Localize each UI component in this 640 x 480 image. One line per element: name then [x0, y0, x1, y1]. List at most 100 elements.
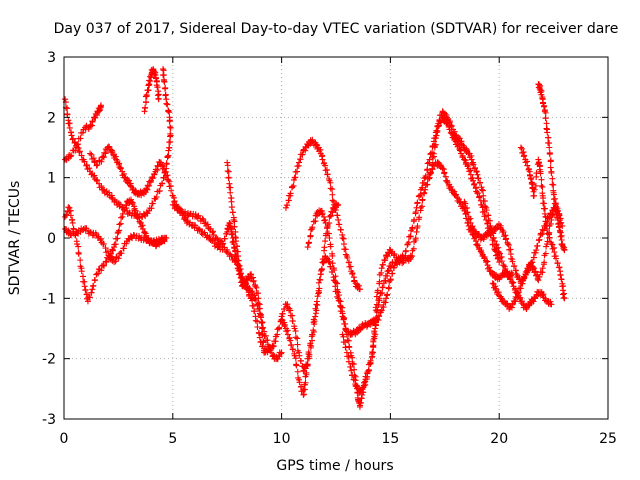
data-point-marker: [67, 212, 74, 219]
data-point-marker: [327, 185, 334, 192]
data-point-marker: [119, 210, 126, 217]
data-point-marker: [461, 156, 468, 163]
data-point-marker: [315, 279, 322, 286]
data-point-marker: [466, 216, 473, 223]
data-point-marker: [452, 191, 459, 198]
data-point-marker: [252, 317, 259, 324]
data-point-marker: [162, 84, 169, 91]
data-point-marker: [210, 231, 217, 238]
data-point-marker: [416, 192, 423, 199]
data-point-marker: [492, 242, 499, 249]
data-point-marker: [167, 124, 174, 131]
series-track-Q: [535, 81, 568, 254]
data-point-marker: [321, 244, 328, 251]
data-point-marker: [534, 242, 541, 249]
data-point-marker: [524, 162, 531, 169]
data-point-marker: [250, 302, 257, 309]
data-point-marker: [391, 250, 398, 257]
data-point-marker: [91, 172, 98, 179]
data-point-marker: [421, 189, 428, 196]
data-point-marker: [541, 210, 548, 217]
data-point-marker: [302, 379, 309, 386]
data-point-marker: [81, 158, 88, 165]
data-point-marker: [357, 400, 364, 407]
data-point-marker: [474, 190, 481, 197]
data-point-marker: [227, 225, 234, 232]
data-point-marker: [370, 337, 377, 344]
data-point-marker: [372, 315, 379, 322]
data-point-marker: [145, 207, 152, 214]
data-point-marker: [385, 284, 392, 291]
data-point-marker: [65, 204, 72, 211]
data-point-marker: [486, 217, 493, 224]
data-point-marker: [98, 267, 105, 274]
data-point-marker: [115, 255, 122, 262]
data-point-marker: [255, 295, 262, 302]
data-point-marker: [89, 118, 96, 125]
data-point-marker: [322, 219, 329, 226]
data-point-marker: [93, 162, 100, 169]
y-tick-label: 0: [47, 231, 56, 247]
data-point-marker: [362, 381, 369, 388]
data-point-marker: [548, 301, 555, 308]
data-point-marker: [287, 307, 294, 314]
data-point-marker: [78, 152, 85, 159]
data-point-marker: [546, 234, 553, 241]
data-point-marker: [538, 182, 545, 189]
data-point-marker: [558, 276, 565, 283]
data-point-marker: [294, 368, 301, 375]
data-point-marker: [329, 197, 336, 204]
data-point-marker: [555, 223, 562, 230]
data-point-marker: [474, 171, 481, 178]
data-point-marker: [88, 151, 95, 158]
data-point-marker: [351, 277, 358, 284]
data-point-marker: [426, 174, 433, 181]
data-point-marker: [561, 247, 568, 254]
data-point-marker: [532, 182, 539, 189]
data-point-marker: [167, 124, 174, 131]
data-point-marker: [413, 204, 420, 211]
data-point-marker: [480, 192, 487, 199]
data-point-marker: [381, 257, 388, 264]
data-point-marker: [340, 315, 347, 322]
data-point-marker: [224, 162, 231, 169]
data-point-marker: [144, 182, 151, 189]
data-point-marker: [326, 259, 333, 266]
data-point-marker: [156, 187, 163, 194]
series-track-A: [62, 102, 104, 164]
data-point-marker: [504, 241, 511, 248]
data-point-marker: [121, 207, 128, 214]
data-point-marker: [351, 366, 358, 373]
data-point-marker: [512, 293, 519, 300]
data-point-marker: [289, 183, 296, 190]
data-point-marker: [152, 166, 159, 173]
data-point-marker: [402, 254, 409, 261]
data-point-marker: [344, 254, 351, 261]
data-point-marker: [284, 202, 291, 209]
data-point-marker: [166, 144, 173, 151]
data-point-marker: [236, 268, 243, 275]
data-point-marker: [327, 243, 334, 250]
data-point-marker: [101, 262, 108, 269]
data-point-marker: [293, 362, 300, 369]
data-point-marker: [356, 286, 363, 293]
data-point-marker: [324, 225, 331, 232]
data-point-marker: [336, 297, 343, 304]
data-point-marker: [79, 129, 86, 136]
data-point-marker: [164, 153, 171, 160]
data-point-marker: [554, 214, 561, 221]
data-point-marker: [329, 260, 336, 267]
data-point-marker: [469, 223, 476, 230]
data-point-marker: [541, 205, 548, 212]
data-point-marker: [372, 304, 379, 311]
data-point-marker: [232, 234, 239, 241]
data-point-marker: [233, 238, 240, 245]
data-point-marker: [77, 257, 84, 264]
data-point-marker: [113, 198, 120, 205]
x-tick-label: 20: [490, 431, 508, 447]
data-point-marker: [541, 259, 548, 266]
data-point-marker: [337, 298, 344, 305]
data-point-marker: [173, 203, 180, 210]
data-point-marker: [345, 358, 352, 365]
data-point-marker: [165, 152, 172, 159]
